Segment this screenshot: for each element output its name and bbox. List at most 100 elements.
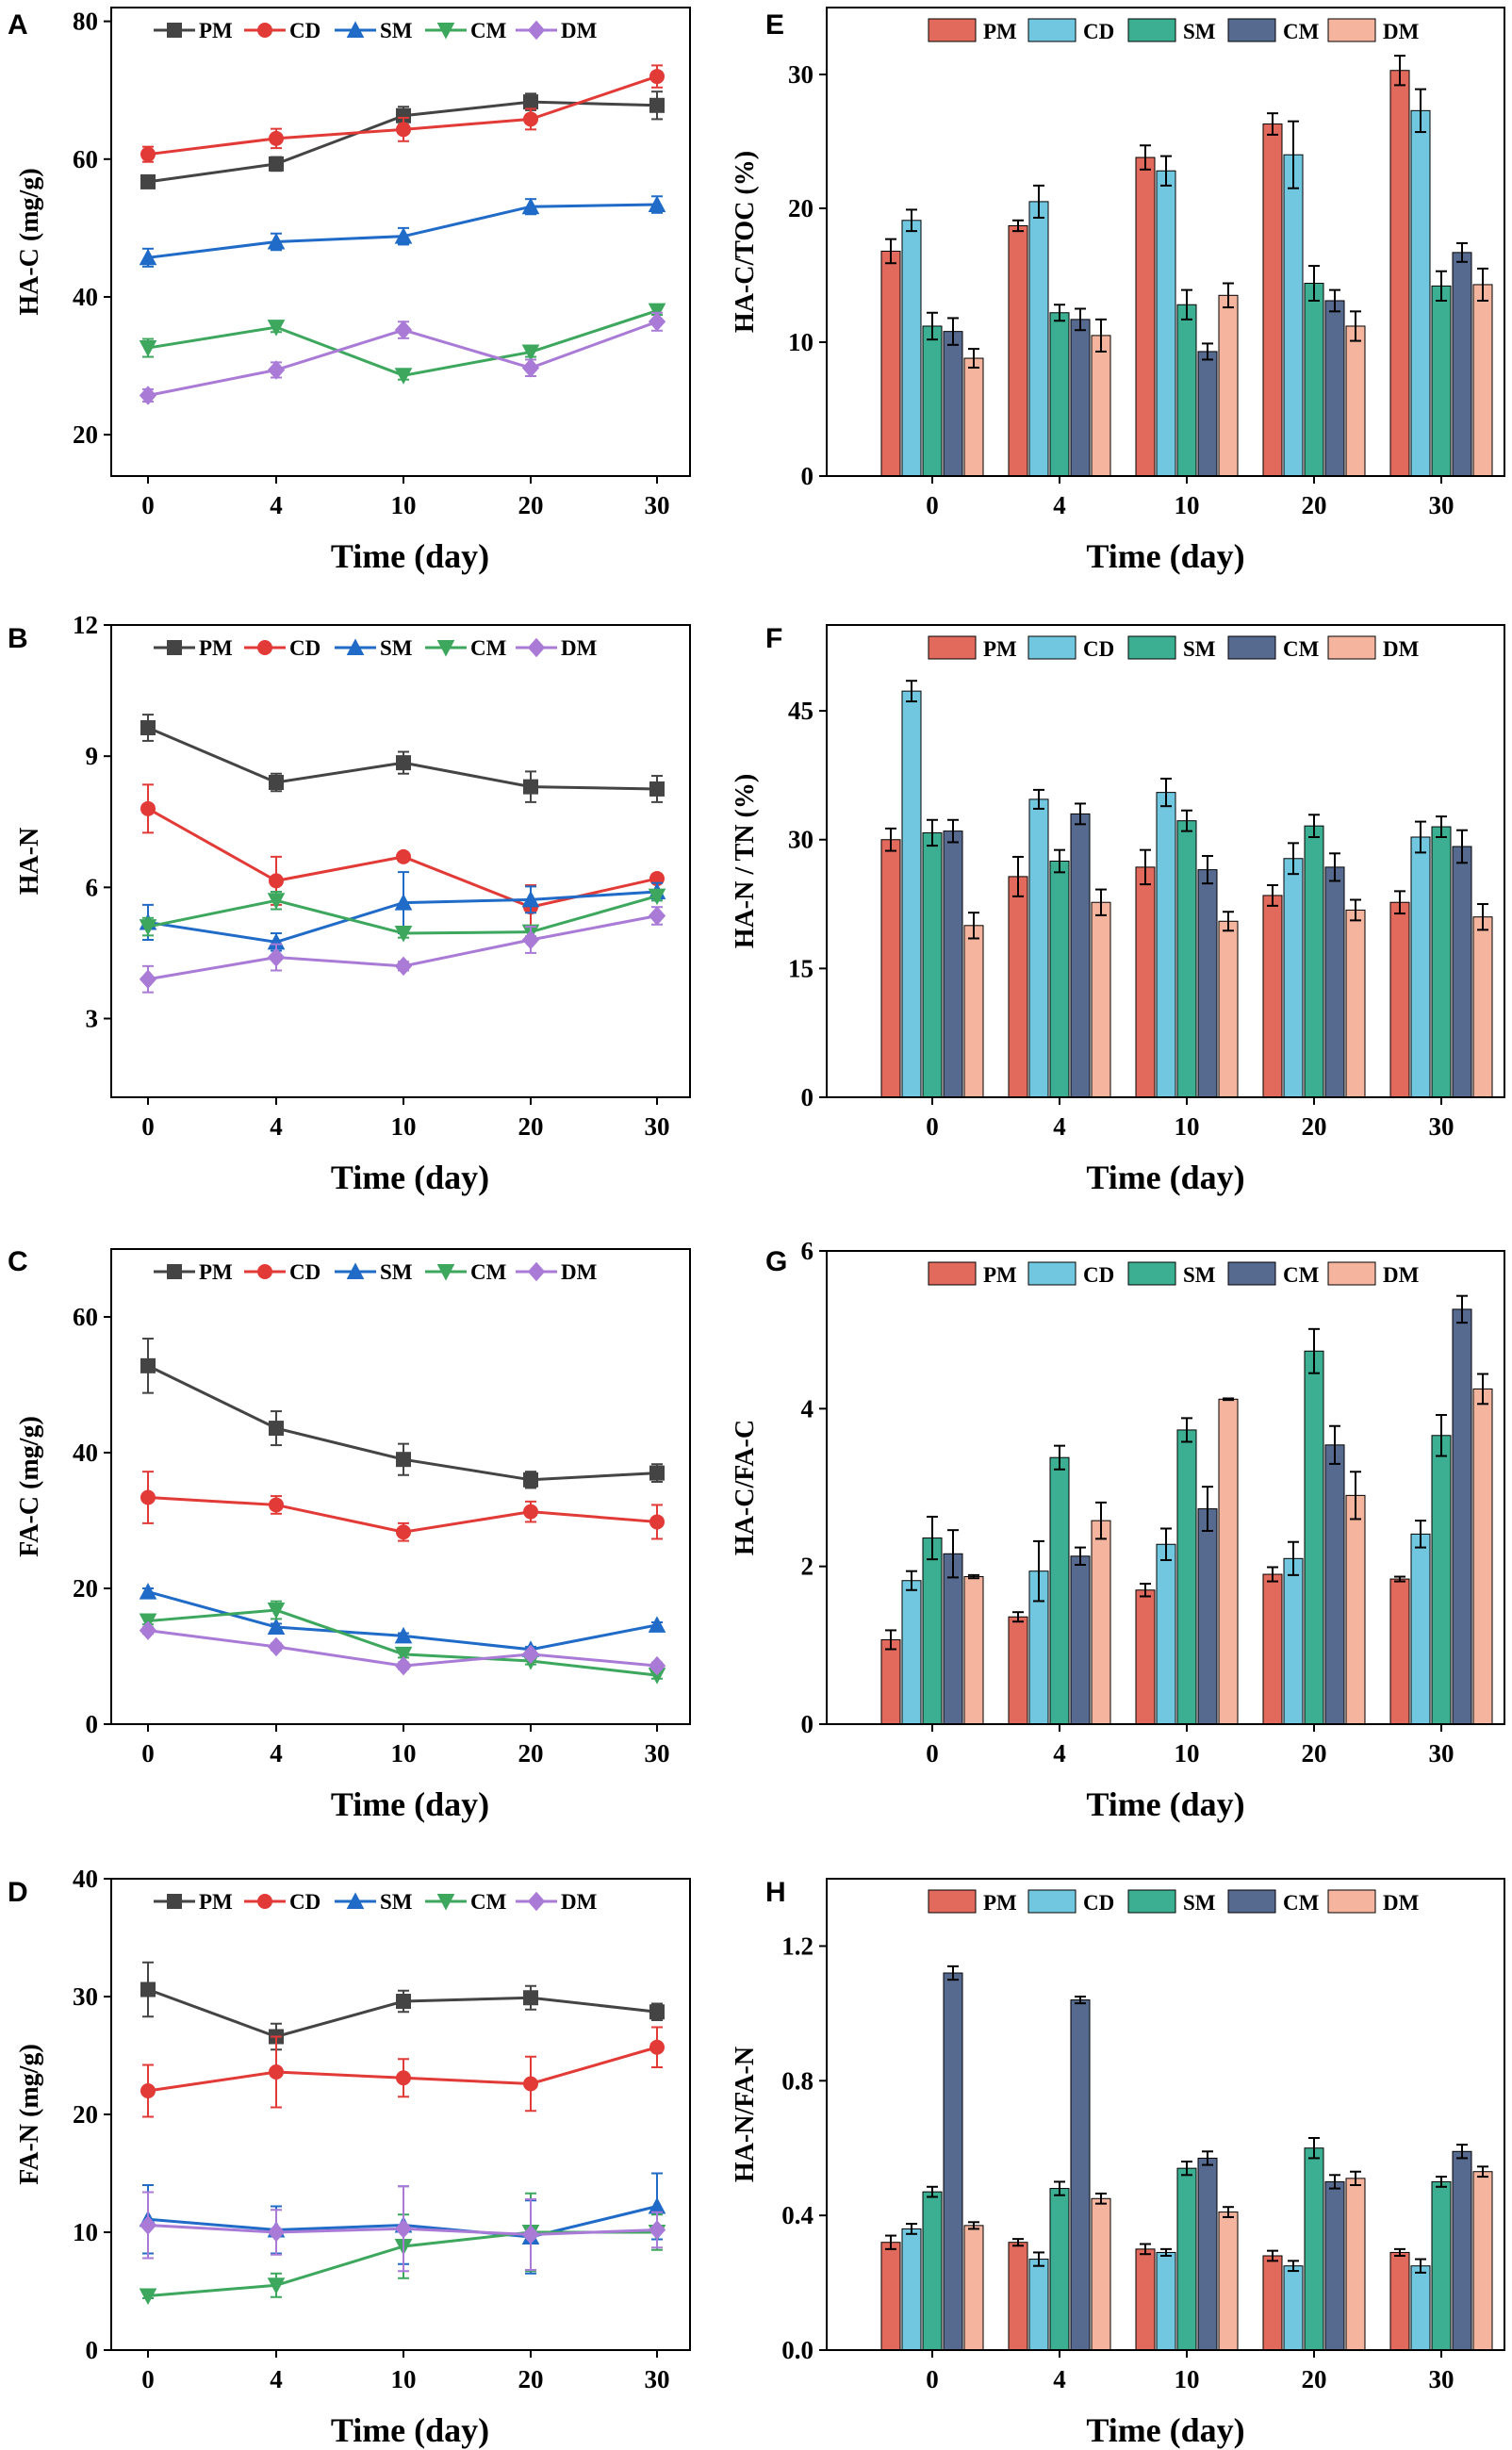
series-cm [943,241,1472,477]
y-tick-label: 15 [788,954,814,982]
y-tick-label: 30 [73,1982,98,2011]
legend-marker-pm [167,1264,182,1279]
data-point-pm-0 [140,173,156,189]
x-tick-label: 20 [1302,2365,1327,2393]
legend-marker-cd [257,1894,272,1909]
data-point-pm-3 [523,1472,538,1488]
data-point-cm-2 [394,1646,413,1664]
panel-letter: F [765,623,782,654]
legend-swatch-cm [1227,1261,1276,1286]
legend-marker-cd [257,640,272,655]
data-point-pm-4 [649,1465,665,1481]
x-tick-label: 30 [645,491,670,519]
legend: PM CD SM CM DM [928,1261,1420,1287]
panel-f: F 0 15 30 45 0 4 10 20 30 Time (day) HA-N / TN (%) P… [731,623,1505,1196]
x-tick-label: 20 [1302,491,1327,519]
y-tick-label: 3 [86,1005,99,1033]
legend: PM CD SM CM DM [928,18,1420,43]
series-cd [901,1520,1431,1725]
series-cd [140,1471,665,1542]
bar-dm-0 [963,925,984,1098]
legend-swatch-dm [1327,18,1376,42]
data-point-cm-0 [139,2288,157,2306]
legend-label-pm: PM [199,19,233,42]
data-point-cd-2 [396,122,411,138]
data-point-pm-2 [396,755,411,771]
data-point-sm-2 [394,894,413,911]
bar-sm-2 [1176,820,1197,1098]
legend-label-cd: CD [289,1260,320,1284]
data-point-dm-4 [648,312,666,332]
x-axis-title: Time (day) [331,2411,489,2449]
bar-sm-0 [922,831,943,1098]
data-point-dm-4 [648,1655,666,1676]
data-point-dm-2 [394,2219,413,2239]
legend: PM CD SM CM DM [928,635,1420,661]
legend-marker-sm [346,1262,365,1279]
bar-cm-1 [1070,813,1091,1098]
data-point-pm-0 [140,720,156,736]
bar-cm-1 [1070,1999,1091,2351]
series-cm [943,802,1472,1098]
bar-sm-4 [1431,826,1452,1098]
legend-label-dm: DM [1383,1891,1420,1915]
data-point-cd-2 [396,848,411,864]
y-tick-label: 0 [801,1710,814,1738]
x-tick-label: 30 [645,1739,670,1768]
series-cd [901,2223,1431,2351]
bar-cd-0 [901,1580,922,1725]
panel-a: A 20 40 60 80 0 4 10 20 30 Time (day) HA-C (mg/g) PM… [8,7,691,575]
y-tick-label: 40 [73,283,98,311]
x-tick-label: 10 [1175,2365,1200,2393]
bar-cm-4 [1452,252,1472,477]
data-point-dm-1 [267,360,286,380]
x-tick-label: 20 [1302,1112,1327,1141]
x-tick-label: 20 [518,1739,544,1768]
data-point-cm-2 [394,926,413,943]
y-axis-title: HA-C (mg/g) [15,168,44,315]
series-dm [963,2165,1493,2351]
x-tick-label: 0 [141,2365,155,2393]
y-tick-label: 60 [73,1303,98,1331]
legend-marker-sm [346,638,365,655]
x-tick-label: 20 [518,1112,544,1141]
legend: PM CD SM CM DM [928,1889,1420,1915]
bar-cd-0 [901,2228,922,2351]
x-tick-label: 30 [645,2365,670,2393]
data-point-pm-3 [523,779,538,795]
bar-dm-4 [1472,916,1493,1098]
bar-cd-3 [1283,1557,1304,1725]
data-point-cd-1 [269,1497,284,1513]
series-dm [139,906,666,994]
data-point-cm-0 [139,340,157,357]
bar-pm-2 [1135,156,1156,477]
bar-cd-3 [1283,2265,1304,2351]
data-point-cd-4 [649,1514,665,1530]
data-point-dm-3 [521,1644,540,1665]
x-tick-label: 4 [270,1739,283,1768]
bar-sm-0 [922,1537,943,1725]
bar-dm-2 [1218,294,1239,477]
y-tick-label: 6 [801,1237,814,1265]
bar-cm-4 [1452,846,1472,1098]
bar-pm-2 [1135,2248,1156,2351]
series-pm [140,1961,665,2051]
legend-swatch-cd [1027,635,1076,660]
data-point-sm-1 [267,232,286,250]
bar-cm-0 [943,830,963,1098]
bar-cd-2 [1156,792,1176,1098]
x-axis-title: Time (day) [1086,2411,1244,2449]
data-point-dm-3 [521,358,540,378]
legend: PM CD SM CM DM [154,1260,598,1284]
legend-label-sm: SM [1183,1263,1216,1287]
x-tick-label: 4 [270,491,283,519]
legend-marker-pm [167,640,182,655]
data-point-dm-3 [521,929,540,950]
data-point-cd-1 [269,130,284,146]
y-tick-label: 0 [86,2336,99,2364]
bar-pm-0 [880,250,901,477]
x-tick-label: 30 [1429,2365,1454,2393]
bar-dm-0 [963,2225,984,2351]
bar-cd-3 [1283,154,1304,477]
bar-sm-2 [1176,304,1197,477]
